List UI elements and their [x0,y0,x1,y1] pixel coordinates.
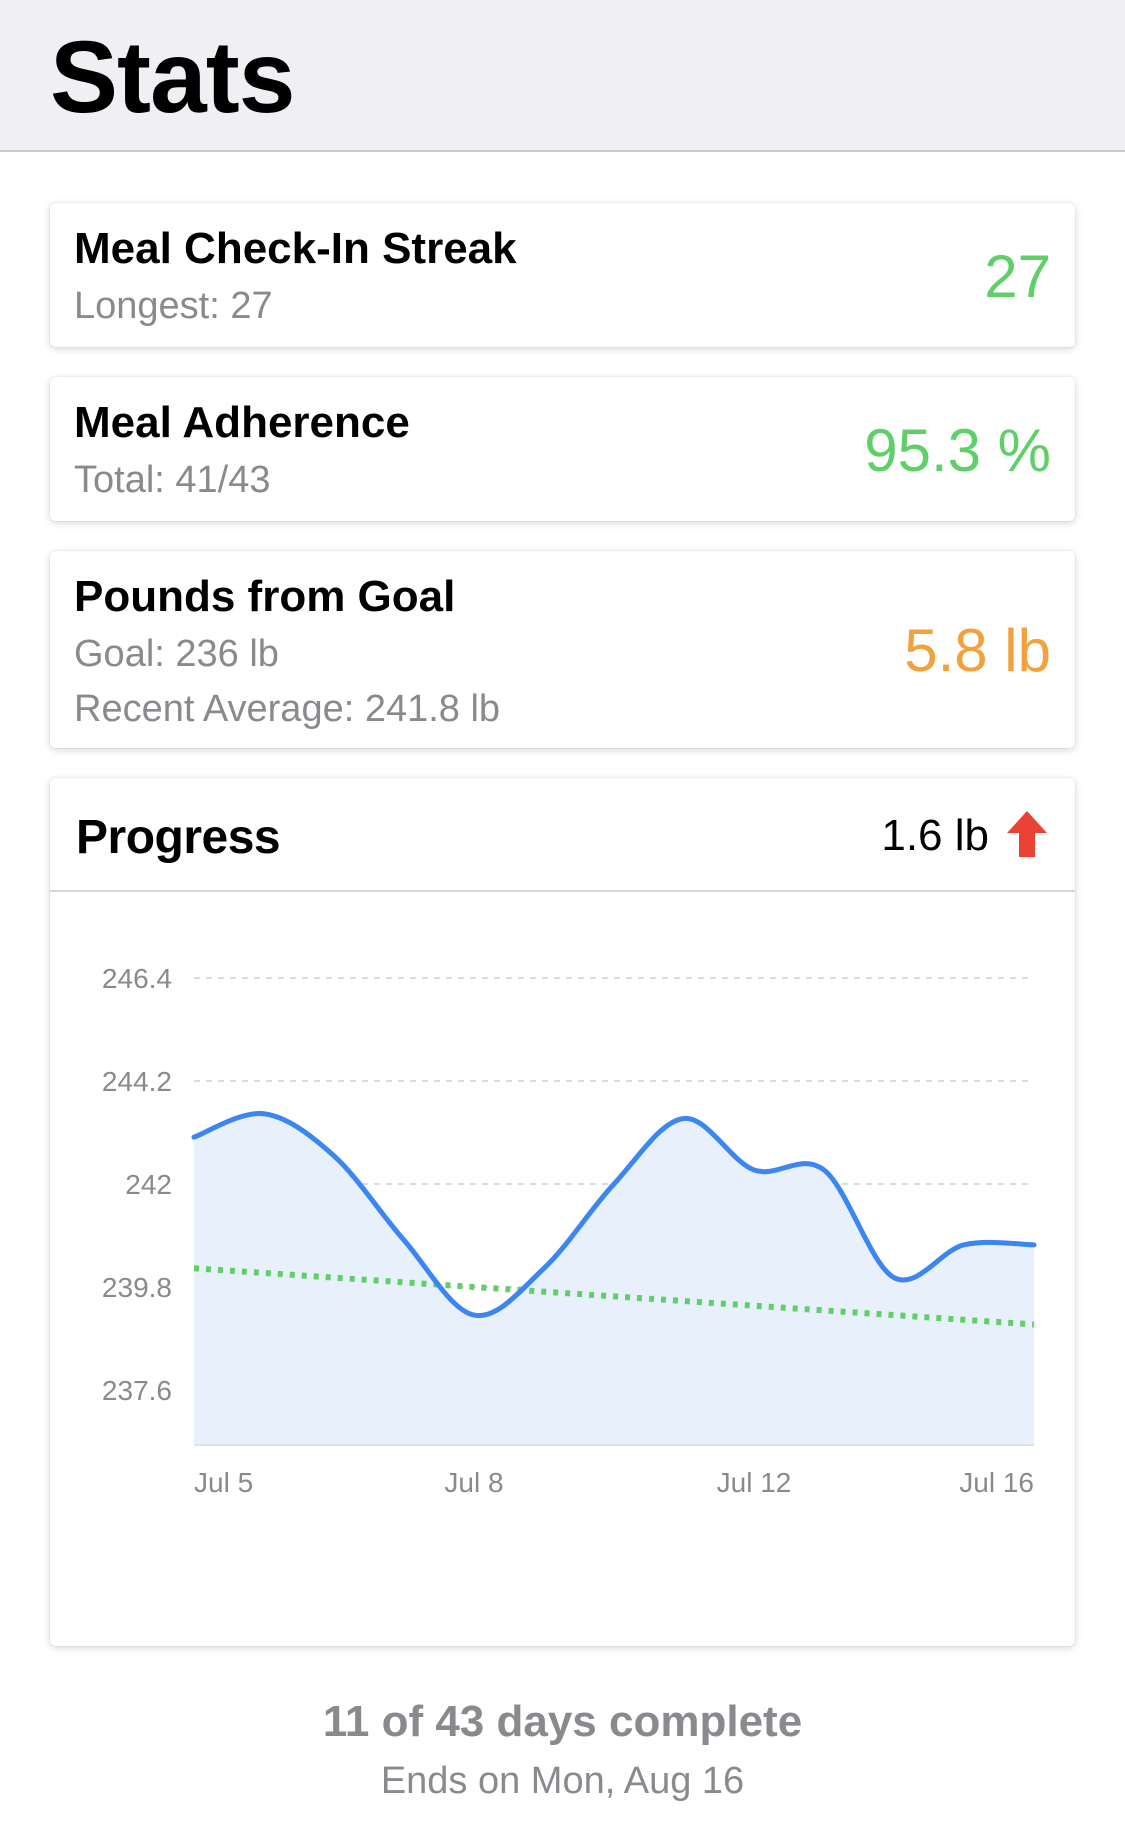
y-tick-label: 246.4 [102,963,172,994]
adherence-total: Total: 41/43 [74,459,271,501]
streak-value: 27 [984,243,1051,310]
goal-value: 5.8 lb [904,617,1051,684]
goal-card[interactable]: Pounds from Goal Goal: 236 lb Recent Ave… [50,551,1075,748]
x-tick-label: Jul 8 [444,1467,503,1498]
progress-change: 1.6 lb [881,811,989,860]
weight-area [194,1113,1034,1445]
navigation-bar: Stats [0,0,1125,152]
x-tick-label: Jul 5 [194,1467,253,1498]
arrow-up-icon [1007,811,1047,857]
page-title: Stats [50,20,295,134]
days-complete-text: 11 of 43 days complete [322,1697,803,1746]
weight-line [191,1111,1037,1319]
y-tick-label: 237.6 [102,1375,172,1406]
x-tick-label: Jul 12 [717,1467,792,1498]
adherence-value: 95.3 % [864,417,1051,484]
progress-card[interactable]: Progress 1.6 lb 246.4 244.2 242 239.8 237.6 J… [50,778,1075,1646]
y-tick-label: 244.2 [102,1066,172,1097]
adherence-title: Meal Adherence [74,398,410,447]
progress-chart: 246.4 244.2 242 239.8 237.6 Jul 5 Jul 8 Jul 12 J… [102,963,1037,1498]
streak-longest: Longest: 27 [74,285,273,327]
x-tick-label: Jul 16 [959,1467,1034,1498]
goal-target: Goal: 236 lb [74,633,279,675]
progress-title: Progress [76,811,281,864]
goal-title: Pounds from Goal [74,572,456,621]
end-date-text: Ends on Mon, Aug 16 [380,1760,745,1802]
streak-title: Meal Check-In Streak [74,224,517,273]
goal-recent-average: Recent Average: 241.8 lb [74,688,501,730]
y-tick-label: 239.8 [102,1272,172,1303]
progress-header: Progress 1.6 lb [50,778,1075,892]
streak-card[interactable]: Meal Check-In Streak Longest: 27 27 [50,203,1075,347]
trend-line [193,1265,1035,1328]
adherence-card[interactable]: Meal Adherence Total: 41/43 95.3 % [50,377,1075,521]
y-tick-label: 242 [125,1169,172,1200]
